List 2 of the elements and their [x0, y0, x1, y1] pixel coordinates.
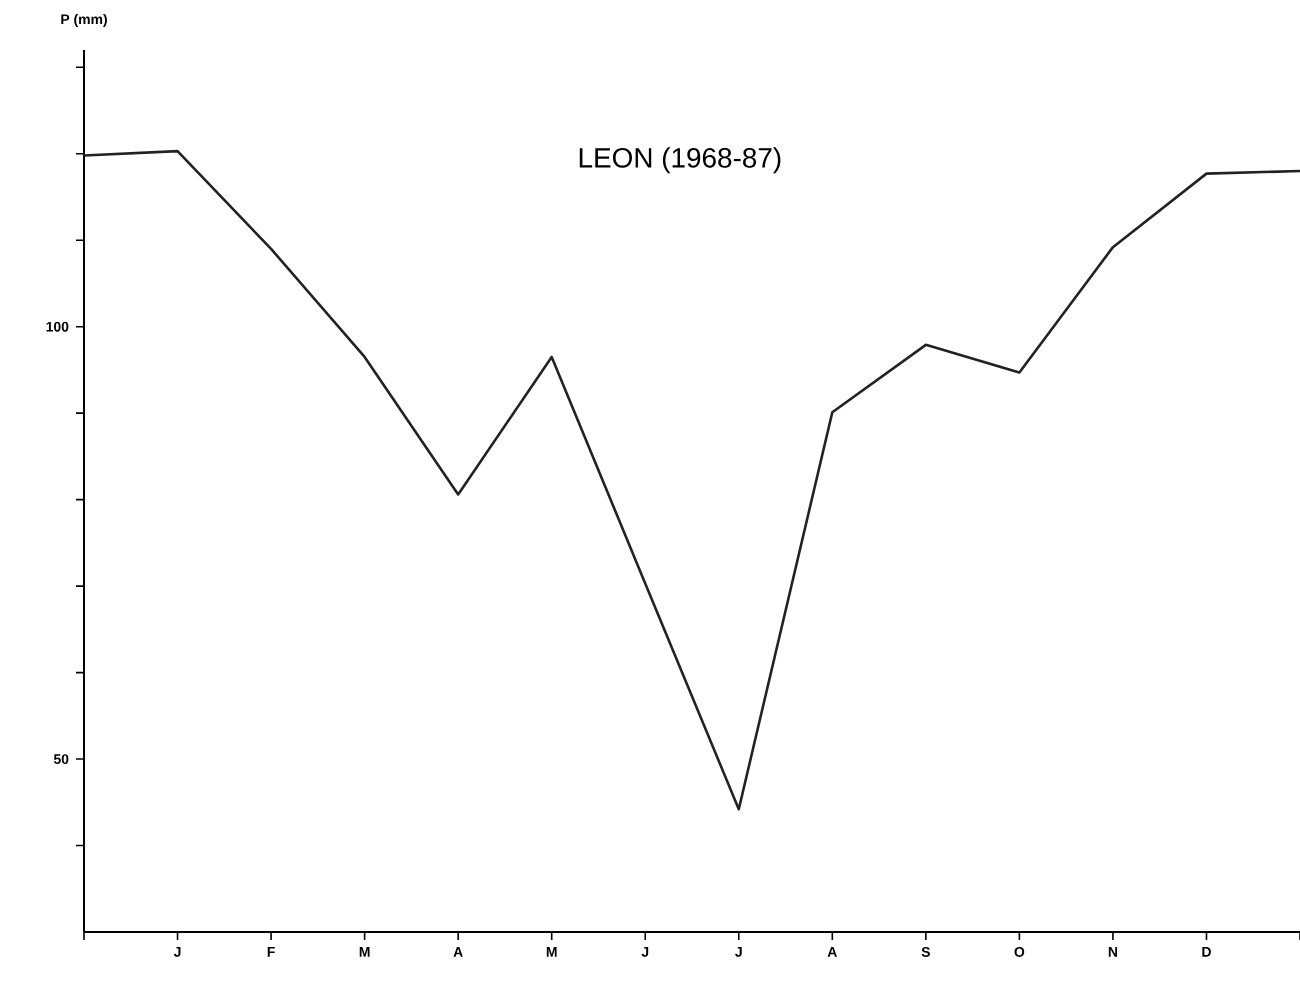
line-series [82, 149, 1300, 811]
text: LEON (1968-87) [579, 147, 781, 174]
